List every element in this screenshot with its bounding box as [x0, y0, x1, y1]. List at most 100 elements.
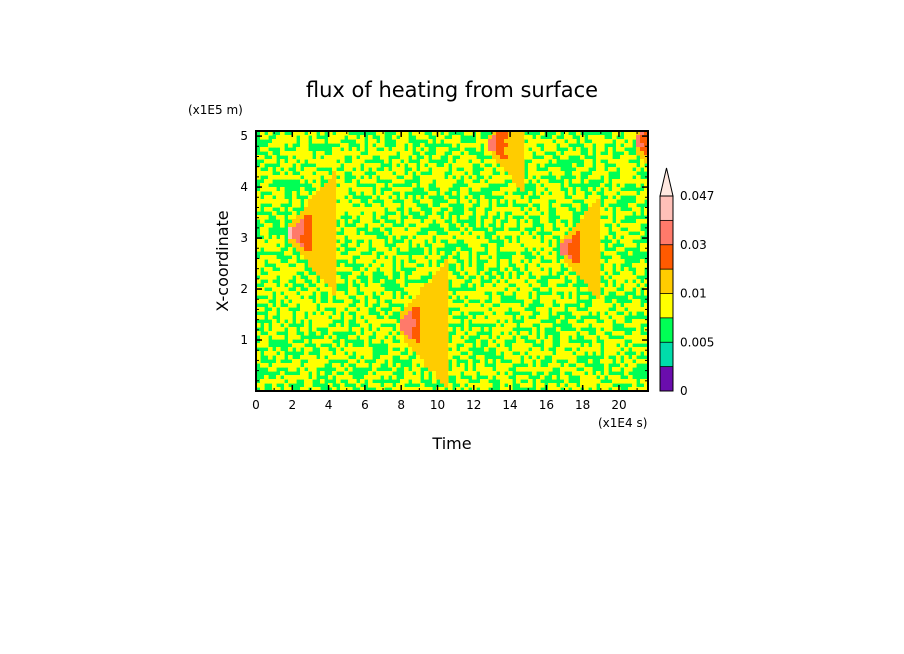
heatmap-cell: [604, 343, 609, 348]
heatmap-cell: [460, 367, 465, 372]
heatmap-cell: [580, 243, 585, 248]
heatmap-cell: [308, 239, 313, 244]
heatmap-cell: [640, 163, 645, 168]
heatmap-cell: [548, 155, 553, 160]
heatmap-cell: [564, 215, 569, 220]
heatmap-cell: [288, 143, 293, 148]
heatmap-cell: [512, 343, 517, 348]
heatmap-cell: [636, 359, 641, 364]
heatmap-cell: [496, 191, 501, 196]
heatmap-cell: [288, 311, 293, 316]
heatmap-cell: [312, 303, 317, 308]
heatmap-cell: [312, 315, 317, 320]
heatmap-cell: [404, 355, 409, 360]
heatmap-cell: [544, 299, 549, 304]
heatmap-cell: [320, 259, 325, 264]
heatmap-cell: [416, 327, 421, 332]
heatmap-cell: [484, 147, 489, 152]
heatmap-cell: [584, 255, 589, 260]
heatmap-cell: [624, 367, 629, 372]
heatmap-cell: [612, 199, 617, 204]
heatmap-cell: [568, 307, 573, 312]
heatmap-cell: [592, 259, 597, 264]
heatmap-cell: [548, 255, 553, 260]
heatmap-cell: [400, 247, 405, 252]
heatmap-cell: [344, 199, 349, 204]
heatmap-cell: [472, 279, 477, 284]
heatmap-cell: [640, 159, 645, 164]
heatmap-cell: [636, 339, 641, 344]
heatmap-cell: [536, 235, 541, 240]
heatmap-cell: [380, 175, 385, 180]
heatmap-cell: [380, 287, 385, 292]
heatmap-cell: [296, 335, 301, 340]
heatmap-cell: [432, 255, 437, 260]
heatmap-cell: [456, 135, 461, 140]
heatmap-cell: [256, 243, 261, 248]
heatmap-cell: [560, 191, 565, 196]
heatmap-cell: [480, 195, 485, 200]
heatmap-cell: [596, 347, 601, 352]
heatmap-cell: [468, 307, 473, 312]
heatmap-cell: [504, 363, 509, 368]
heatmap-cell: [340, 131, 345, 136]
heatmap-cell: [504, 159, 509, 164]
heatmap-cell: [448, 275, 453, 280]
heatmap-cell: [432, 175, 437, 180]
heatmap-cell: [560, 347, 565, 352]
heatmap-cell: [280, 131, 285, 136]
heatmap-cell: [564, 375, 569, 380]
heatmap-cell: [416, 375, 421, 380]
heatmap-cell: [616, 231, 621, 236]
heatmap-cell: [616, 247, 621, 252]
heatmap-cell: [520, 291, 525, 296]
x-tick-label: 4: [325, 398, 333, 412]
heatmap-cell: [456, 327, 461, 332]
heatmap-cell: [432, 215, 437, 220]
heatmap-cell: [372, 319, 377, 324]
heatmap-cell: [592, 243, 597, 248]
heatmap-cell: [304, 255, 309, 260]
heatmap-cell: [420, 359, 425, 364]
heatmap-cell: [332, 227, 337, 232]
heatmap-cell: [316, 255, 321, 260]
heatmap-cell: [256, 207, 261, 212]
heatmap-cell: [488, 219, 493, 224]
heatmap-cell: [344, 363, 349, 368]
heatmap-cell: [444, 279, 449, 284]
heatmap-cell: [388, 339, 393, 344]
heatmap-cell: [592, 311, 597, 316]
heatmap-cell: [264, 247, 269, 252]
heatmap-cell: [460, 187, 465, 192]
heatmap-cell: [388, 327, 393, 332]
heatmap-cell: [624, 239, 629, 244]
heatmap-cell: [324, 259, 329, 264]
heatmap-cell: [632, 131, 637, 136]
heatmap-cell: [292, 195, 297, 200]
heatmap-cell: [260, 259, 265, 264]
heatmap-cell: [276, 167, 281, 172]
heatmap-cell: [412, 315, 417, 320]
heatmap-cell: [372, 195, 377, 200]
heatmap-cell: [304, 307, 309, 312]
heatmap-cell: [532, 251, 537, 256]
plot-frame: [255, 130, 649, 392]
heatmap-cell: [540, 159, 545, 164]
heatmap-cell: [328, 375, 333, 380]
heatmap-cell: [512, 211, 517, 216]
heatmap-cell: [464, 311, 469, 316]
heatmap-cell: [284, 291, 289, 296]
heatmap-cell: [336, 131, 341, 136]
heatmap-cell: [536, 243, 541, 248]
heatmap-cell: [424, 315, 429, 320]
heatmap-cell: [464, 371, 469, 376]
heatmap-cell: [420, 307, 425, 312]
heatmap-cell: [520, 159, 525, 164]
heatmap-cell: [268, 159, 273, 164]
heatmap-cell: [568, 299, 573, 304]
heatmap-cell: [304, 351, 309, 356]
heatmap-cell: [420, 183, 425, 188]
heatmap-cell: [368, 371, 373, 376]
heatmap-cell: [588, 267, 593, 272]
heatmap-cell: [444, 291, 449, 296]
